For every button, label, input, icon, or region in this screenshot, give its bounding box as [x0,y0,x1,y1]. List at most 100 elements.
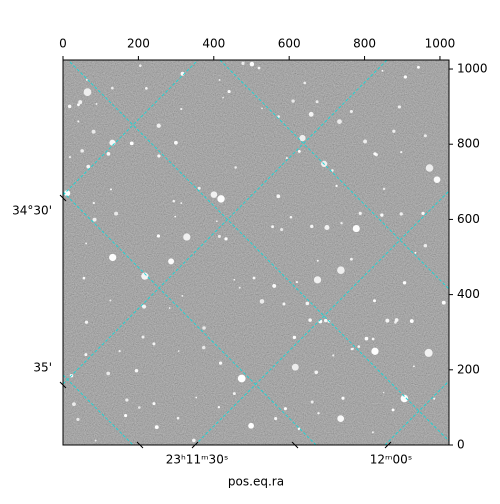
star [180,202,183,204]
star [109,188,113,191]
star [241,61,245,66]
star [409,319,414,323]
star [85,78,88,81]
star [283,407,287,411]
star [110,86,114,90]
star [233,278,236,281]
star [109,299,112,302]
star [337,415,345,422]
x-axis-label: pos.eq.ra [228,475,284,489]
star [332,354,335,357]
star [95,103,98,105]
star [218,79,221,81]
ra-tick [384,441,392,449]
star [64,190,71,197]
star [152,342,156,346]
star [125,398,129,402]
star [303,81,307,85]
star [249,61,255,67]
x-tick-label: 0 [59,37,67,51]
star [402,281,407,285]
star [358,211,362,216]
star [67,104,72,109]
star [152,402,156,406]
y-tick-label: 800 [457,137,480,151]
star [382,187,386,191]
star [261,107,263,110]
star [72,402,76,407]
star [222,96,224,99]
star [210,191,218,198]
star [142,304,147,309]
star [308,318,312,322]
star [381,69,384,72]
star [157,154,161,158]
star [92,217,97,222]
star [295,281,298,284]
star [285,157,288,160]
dec-tick [59,194,67,202]
x-tick-label: 200 [127,37,150,51]
grid-line [384,380,449,445]
star [385,318,390,323]
star [77,103,80,107]
star [371,431,374,434]
star [76,417,80,421]
star [399,212,403,216]
star [371,347,379,355]
star [118,350,121,353]
ra-tick [191,441,199,449]
star [316,259,319,262]
x-tick-label: 800 [353,37,376,51]
star [403,75,407,79]
star [289,215,293,219]
star [154,425,159,430]
star [177,350,180,352]
star [174,140,178,145]
star [183,233,191,241]
star [394,320,397,324]
star [349,257,353,261]
star [335,184,338,188]
star [337,119,342,124]
y-tick-label: 200 [457,362,480,376]
star [292,335,297,340]
star [202,326,206,330]
star [299,134,306,142]
star [291,363,299,371]
x-tick-label: 600 [278,37,301,51]
star [234,166,237,169]
star [224,237,228,241]
star [313,276,322,284]
star [216,220,218,222]
stars [64,61,446,443]
star [397,105,402,109]
star [305,301,310,306]
y-tick-label: 1000 [457,62,488,76]
star [337,266,345,274]
ra-tick [136,441,144,449]
star [274,417,278,421]
grid-line [219,60,449,290]
star [181,295,184,297]
star [176,416,180,420]
star [400,151,403,154]
star [424,348,433,357]
star [68,155,72,159]
star [421,211,425,215]
star [232,392,236,395]
star [433,397,436,400]
star [380,213,384,217]
star [180,107,183,111]
star [308,111,314,117]
star [172,199,176,203]
star [276,194,281,199]
star [156,123,161,128]
star [94,439,97,442]
star [433,176,441,183]
star [84,353,88,357]
star [364,336,369,341]
grid-line [69,61,449,442]
star [248,422,254,429]
